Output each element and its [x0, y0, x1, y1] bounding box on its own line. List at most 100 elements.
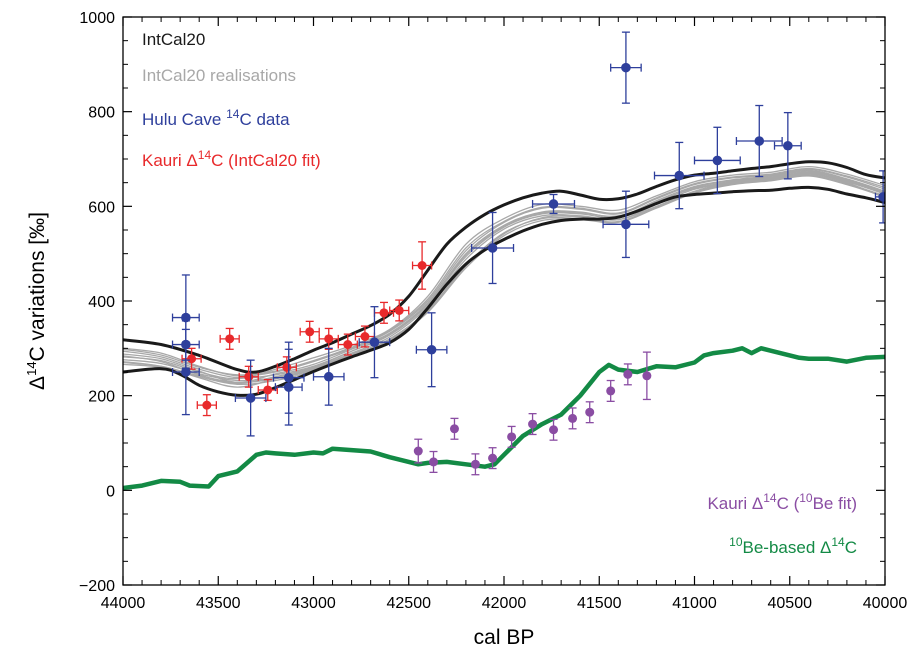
- hulu-point-17: [773, 111, 802, 180]
- kauri-intcal-point-5: [257, 378, 278, 402]
- hulu-point-15: [693, 126, 741, 195]
- plot-area: [123, 31, 885, 491]
- kauri-be-point-6: [507, 425, 517, 448]
- kauri-intcal-marker: [324, 334, 334, 344]
- kauri-intcal-marker: [343, 340, 353, 350]
- hulu-point-4: [234, 359, 267, 437]
- legend-entry-part: Be fit): [813, 494, 857, 513]
- hulu-point-6: [274, 348, 303, 426]
- legend-entry-part: 10: [729, 535, 743, 549]
- x-tick-label: 44000: [101, 595, 146, 612]
- kauri-intcal-marker: [282, 362, 292, 372]
- y-axis-title-sup: 14: [24, 361, 39, 375]
- legend-entry-intcal20: IntCal20: [142, 30, 205, 49]
- intcal20-upper-line: [123, 160, 885, 374]
- hulu-point-12: [610, 31, 642, 104]
- kauri-be-point-11: [606, 379, 616, 402]
- kauri-intcal-marker: [394, 305, 404, 315]
- kauri-be-marker: [528, 419, 538, 429]
- legend-entry-part: Be-based Δ: [743, 538, 832, 557]
- realisation-line-6: [123, 170, 885, 379]
- kauri-be-point-8: [549, 418, 559, 441]
- legend-entry-part: 14: [198, 148, 212, 162]
- kauri-be-point-12: [623, 363, 633, 386]
- hulu-marker: [323, 371, 334, 382]
- y-tick-label: 600: [88, 199, 115, 216]
- kauri-intcal-point-7: [299, 320, 320, 343]
- y-tick-label: 200: [88, 389, 115, 406]
- axes: 44000 43500 43000 42500 42000 41500 41000 40500…: [24, 10, 907, 649]
- realisation-line-5: [123, 165, 885, 380]
- kauri-be-point-1: [413, 438, 423, 464]
- kauri-intcal-point-11: [373, 301, 395, 324]
- hulu-marker: [712, 155, 723, 166]
- hulu-point-9: [415, 312, 448, 388]
- legend-entry-part: C (: [777, 494, 800, 513]
- kauri-be-point-4: [470, 453, 480, 476]
- kauri-be-marker: [549, 425, 559, 435]
- kauri-be-marker: [568, 413, 578, 423]
- hulu-point-16: [735, 104, 783, 178]
- kauri-intcal-marker: [263, 385, 273, 395]
- x-tick-label: 42000: [482, 595, 527, 612]
- legend-entry-kauri_be: Kauri Δ14C (10Be fit): [707, 491, 857, 513]
- legend-entry-hulu: Hulu Cave 14C data: [142, 107, 290, 129]
- kauri-intcal-marker: [187, 354, 197, 364]
- legend-entry-part: C: [845, 538, 857, 557]
- hulu-marker: [621, 219, 631, 230]
- x-tick-label: 40000: [863, 595, 908, 612]
- legend-entry-be_based: 10Be-based Δ14C: [729, 535, 857, 557]
- y-tick-label: −200: [79, 578, 115, 595]
- legend-entry-part: 14: [763, 491, 777, 505]
- legend-entry-part: Kauri Δ: [707, 494, 763, 513]
- kauri-be-marker: [449, 424, 459, 434]
- legend-entry-part: 14: [831, 535, 845, 549]
- x-tick-label: 43500: [196, 595, 241, 612]
- legend-entry-part: IntCal20 realisations: [142, 66, 296, 85]
- kauri-intcal-point-3: [196, 394, 217, 417]
- hulu-marker: [487, 243, 498, 253]
- hulu-marker: [369, 337, 380, 347]
- kauri-intcal-marker: [202, 400, 212, 410]
- kauri-intcal-point-1: [181, 347, 202, 370]
- y-axis-title: Δ14C variations [‰]: [24, 212, 49, 390]
- kauri-be-marker: [642, 371, 652, 381]
- series-group: [123, 31, 885, 491]
- legend-entry-part: 14: [226, 107, 240, 121]
- legend-entry-part: 10: [799, 491, 813, 505]
- kauri-intcal-point-2: [219, 327, 240, 350]
- hulu-marker: [283, 382, 294, 392]
- kauri-be-marker: [470, 459, 480, 469]
- kauri-be-point-2: [429, 450, 439, 473]
- kauri-be-marker: [623, 369, 633, 379]
- hulu-point-7: [312, 347, 345, 406]
- hulu-marker: [621, 62, 631, 73]
- y-axis-title-prefix: Δ: [26, 376, 49, 390]
- y-tick-label: 0: [106, 483, 115, 500]
- kauri-be-point-5: [488, 447, 498, 470]
- kauri-intcal-marker: [225, 334, 235, 344]
- hulu-point-10: [470, 211, 515, 285]
- legend-entry-part: C data: [239, 110, 290, 129]
- legend-entry-part: Kauri Δ: [142, 151, 198, 170]
- kauri-intcal-point-8: [318, 327, 339, 350]
- hulu-marker: [783, 140, 793, 151]
- kauri-intcal-marker: [305, 327, 315, 337]
- kauri-be-point-7: [528, 413, 538, 436]
- kauri-be-point-10: [585, 401, 595, 424]
- legend-entry-part: IntCal20: [142, 30, 205, 49]
- kauri-intcal-point-12: [389, 299, 410, 322]
- kauri-intcal-marker: [417, 261, 427, 270]
- hulu-point-8: [358, 306, 391, 379]
- y-axis-title-rest: C variations [‰]: [26, 212, 49, 361]
- realisation-line-7: [123, 175, 885, 388]
- hulu-marker: [754, 136, 765, 146]
- legend-entry-kauri_intcal: Kauri Δ14C (IntCal20 fit): [142, 148, 321, 170]
- legend-entry-realisations: IntCal20 realisations: [142, 66, 296, 85]
- x-tick-label: 42500: [387, 595, 432, 612]
- hulu-point-13: [602, 190, 650, 259]
- hulu-marker: [426, 344, 437, 355]
- hulu-marker: [245, 393, 256, 403]
- kauri-be-marker: [488, 453, 498, 463]
